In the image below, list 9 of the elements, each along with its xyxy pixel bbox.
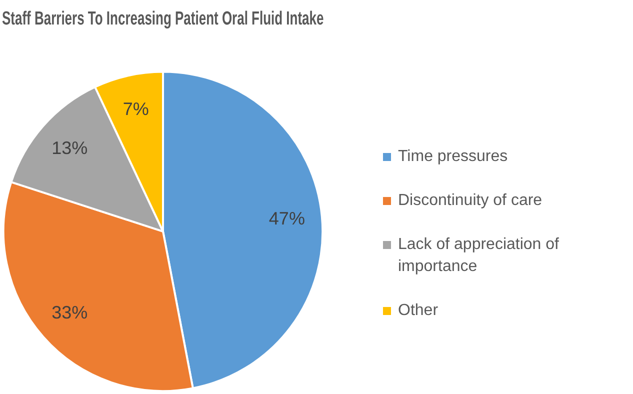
data-label: 47% [268, 208, 305, 229]
data-label: 7% [122, 98, 149, 119]
legend-label: Discontinuity of care [398, 191, 542, 211]
data-label: 33% [52, 302, 88, 323]
legend-label: Other [398, 301, 438, 321]
chart-title: Staff Barriers To Increasing Patient Oral Fluid Intake [2, 8, 324, 30]
data-label: 13% [52, 138, 88, 158]
legend-label: Time pressures [398, 147, 508, 167]
legend-label: Lack of appreciation of importance [398, 235, 560, 277]
